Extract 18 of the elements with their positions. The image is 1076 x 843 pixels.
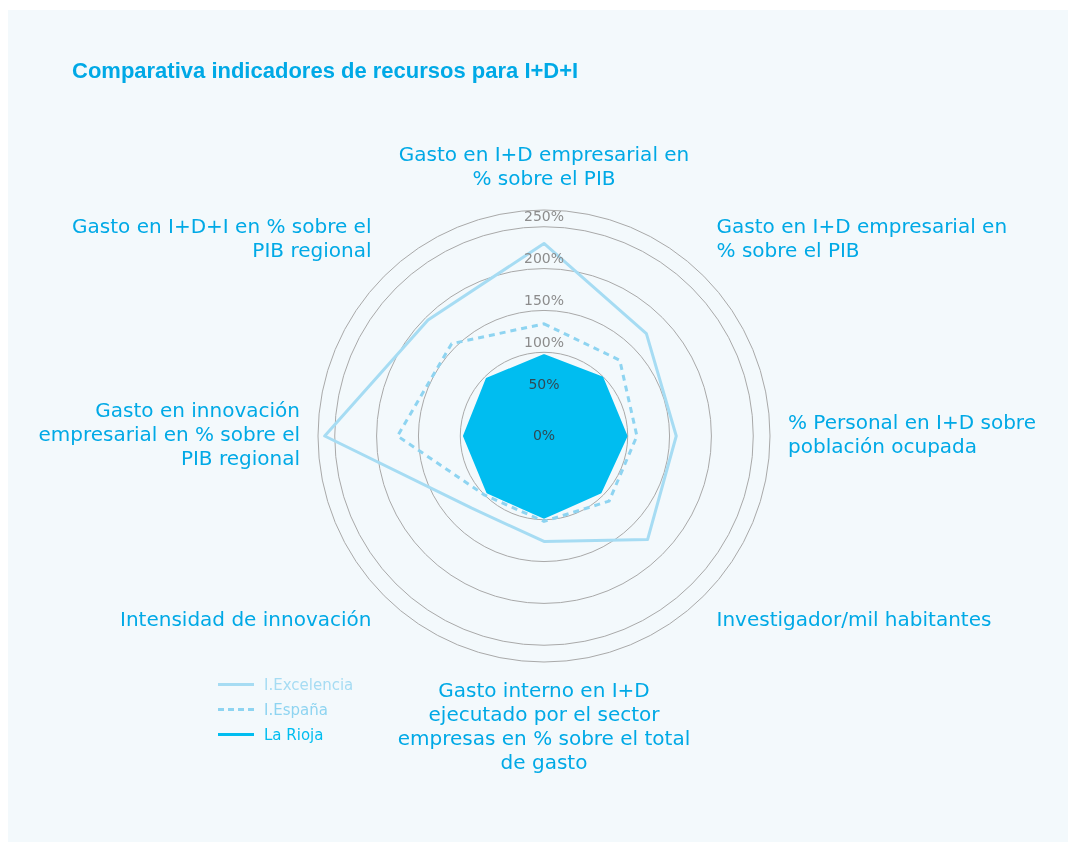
y-tick-label: 150%: [523, 292, 565, 309]
spoke-label: Gasto interno en I+D ejecutado por el sector empresas en % sobre el total de gasto: [397, 678, 691, 775]
legend-label: I.Excelencia: [264, 675, 354, 694]
legend-label: I.España: [264, 700, 328, 719]
y-tick-label: 200%: [523, 250, 565, 267]
y-tick-label: 250%: [523, 208, 565, 225]
legend-label: La Rioja: [264, 725, 324, 744]
y-tick-label: 50%: [528, 375, 560, 392]
spoke-label: % Personal en I+D sobre población ocupada: [788, 410, 1036, 459]
spoke-label: Intensidad de innovación: [120, 606, 372, 631]
spoke-label: Gasto en I+D+I en % sobre el PIB regional: [72, 213, 372, 262]
y-tick-label: 100%: [523, 333, 565, 350]
chart-title: Comparativa indicadores de recursos para I+D+I: [72, 58, 579, 84]
spoke-label: Gasto en I+D empresarial en % sobre el PIB: [398, 142, 690, 191]
spoke-label: Gasto en I+D empresarial en % sobre el PIB: [716, 213, 1008, 262]
spoke-label: Investigador/mil habitantes: [716, 606, 992, 631]
y-tick-label: 0%: [532, 426, 556, 443]
spoke-label: Gasto en innovación empresarial en % sobre el PIB regional: [38, 398, 300, 471]
